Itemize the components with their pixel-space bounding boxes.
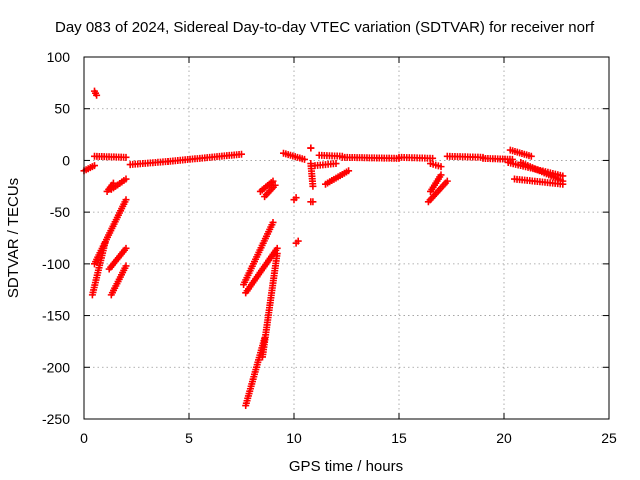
y-tick-label: -150 — [42, 308, 70, 324]
grid-lines — [84, 57, 609, 419]
y-tick-label: 100 — [47, 49, 71, 65]
y-tick-label: -100 — [42, 256, 70, 272]
data-point — [122, 196, 130, 204]
data-point — [437, 171, 445, 179]
data-point — [301, 155, 308, 163]
y-tick-label: -250 — [42, 411, 70, 427]
data-point — [269, 218, 277, 226]
data-point — [437, 163, 445, 171]
x-tick-label: 15 — [391, 430, 407, 446]
data-point — [559, 180, 567, 188]
x-tick-label: 20 — [496, 430, 512, 446]
data-point — [273, 250, 281, 258]
data-point — [345, 167, 353, 175]
data-point — [238, 150, 245, 158]
y-tick-label: -50 — [50, 204, 70, 220]
axis-ticks: 0 5 10 15 20 25 100 50 0 -50 -100 -150 -200 -250 — [42, 49, 617, 446]
plot-frame — [83, 56, 610, 420]
data-point — [429, 154, 437, 162]
data-point — [122, 153, 130, 161]
data-point — [443, 177, 451, 185]
y-axis-label: SDTVAR / TECUs — [5, 178, 22, 298]
data-point — [271, 181, 279, 189]
data-point — [122, 175, 130, 183]
data-point — [93, 91, 101, 99]
data-point — [294, 237, 302, 245]
x-tick-label: 10 — [286, 430, 302, 446]
y-tick-label: 50 — [54, 101, 70, 117]
x-tick-label: 0 — [80, 430, 88, 446]
y-tick-label: -200 — [42, 359, 70, 375]
data-point — [122, 244, 130, 252]
chart-title: Day 083 of 2024, Sidereal Day-to-day VTE… — [55, 19, 595, 36]
x-axis-label: GPS time / hours — [289, 458, 403, 475]
data-point — [309, 182, 317, 190]
data-point — [332, 160, 340, 168]
data-point — [527, 152, 535, 160]
x-tick-label: 5 — [185, 430, 193, 446]
data-point — [91, 162, 98, 170]
x-tick-label: 25 — [601, 430, 617, 446]
data-point — [307, 144, 315, 152]
data-point — [269, 177, 277, 185]
data-point — [309, 198, 317, 206]
data-point — [122, 262, 130, 270]
y-tick-label: 0 — [62, 152, 70, 168]
data-points — [80, 87, 567, 410]
data-point — [292, 194, 300, 202]
